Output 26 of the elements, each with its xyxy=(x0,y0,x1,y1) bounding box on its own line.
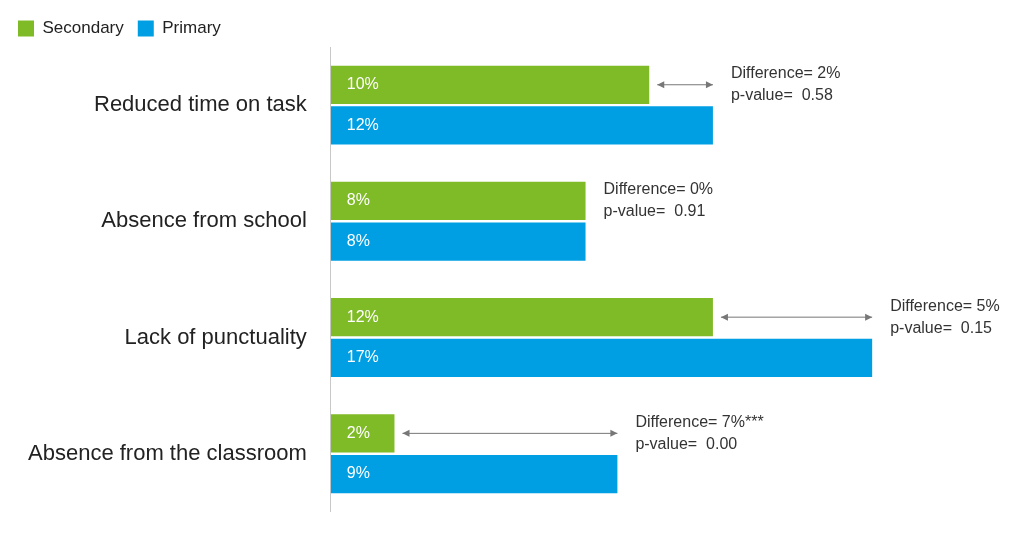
bar xyxy=(330,222,586,261)
y-tick-label: Absence from school xyxy=(101,207,307,233)
annotation: Difference= 7%*** p-value= 0.00 xyxy=(635,412,764,452)
bar xyxy=(330,338,873,377)
data-label: 9% xyxy=(346,464,370,482)
bar xyxy=(330,106,713,145)
y-tick-label: Absence from the classroom xyxy=(28,439,307,465)
annotation: Difference= 2% p-value= 0.58 xyxy=(730,64,841,104)
bar xyxy=(330,414,395,453)
y-tick-label: Reduced time on task xyxy=(94,91,308,117)
legend-label: Primary xyxy=(162,18,222,38)
legend-label: Secondary xyxy=(42,18,125,38)
data-label: 8% xyxy=(346,191,370,209)
data-label: 12% xyxy=(346,307,379,325)
bar xyxy=(330,454,618,494)
annotation: Difference= 0% p-value= 0.91 xyxy=(603,180,714,220)
data-label: 17% xyxy=(346,348,379,366)
data-label: 12% xyxy=(346,115,379,133)
bar xyxy=(330,65,650,104)
data-label: 10% xyxy=(346,75,379,93)
data-label: 8% xyxy=(346,232,370,250)
annotation: Difference= 5% p-value= 0.15 xyxy=(890,296,1000,336)
data-label: 2% xyxy=(346,423,370,441)
bar xyxy=(330,298,713,337)
y-tick-label: Lack of punctuality xyxy=(124,323,307,349)
bar xyxy=(330,181,586,221)
